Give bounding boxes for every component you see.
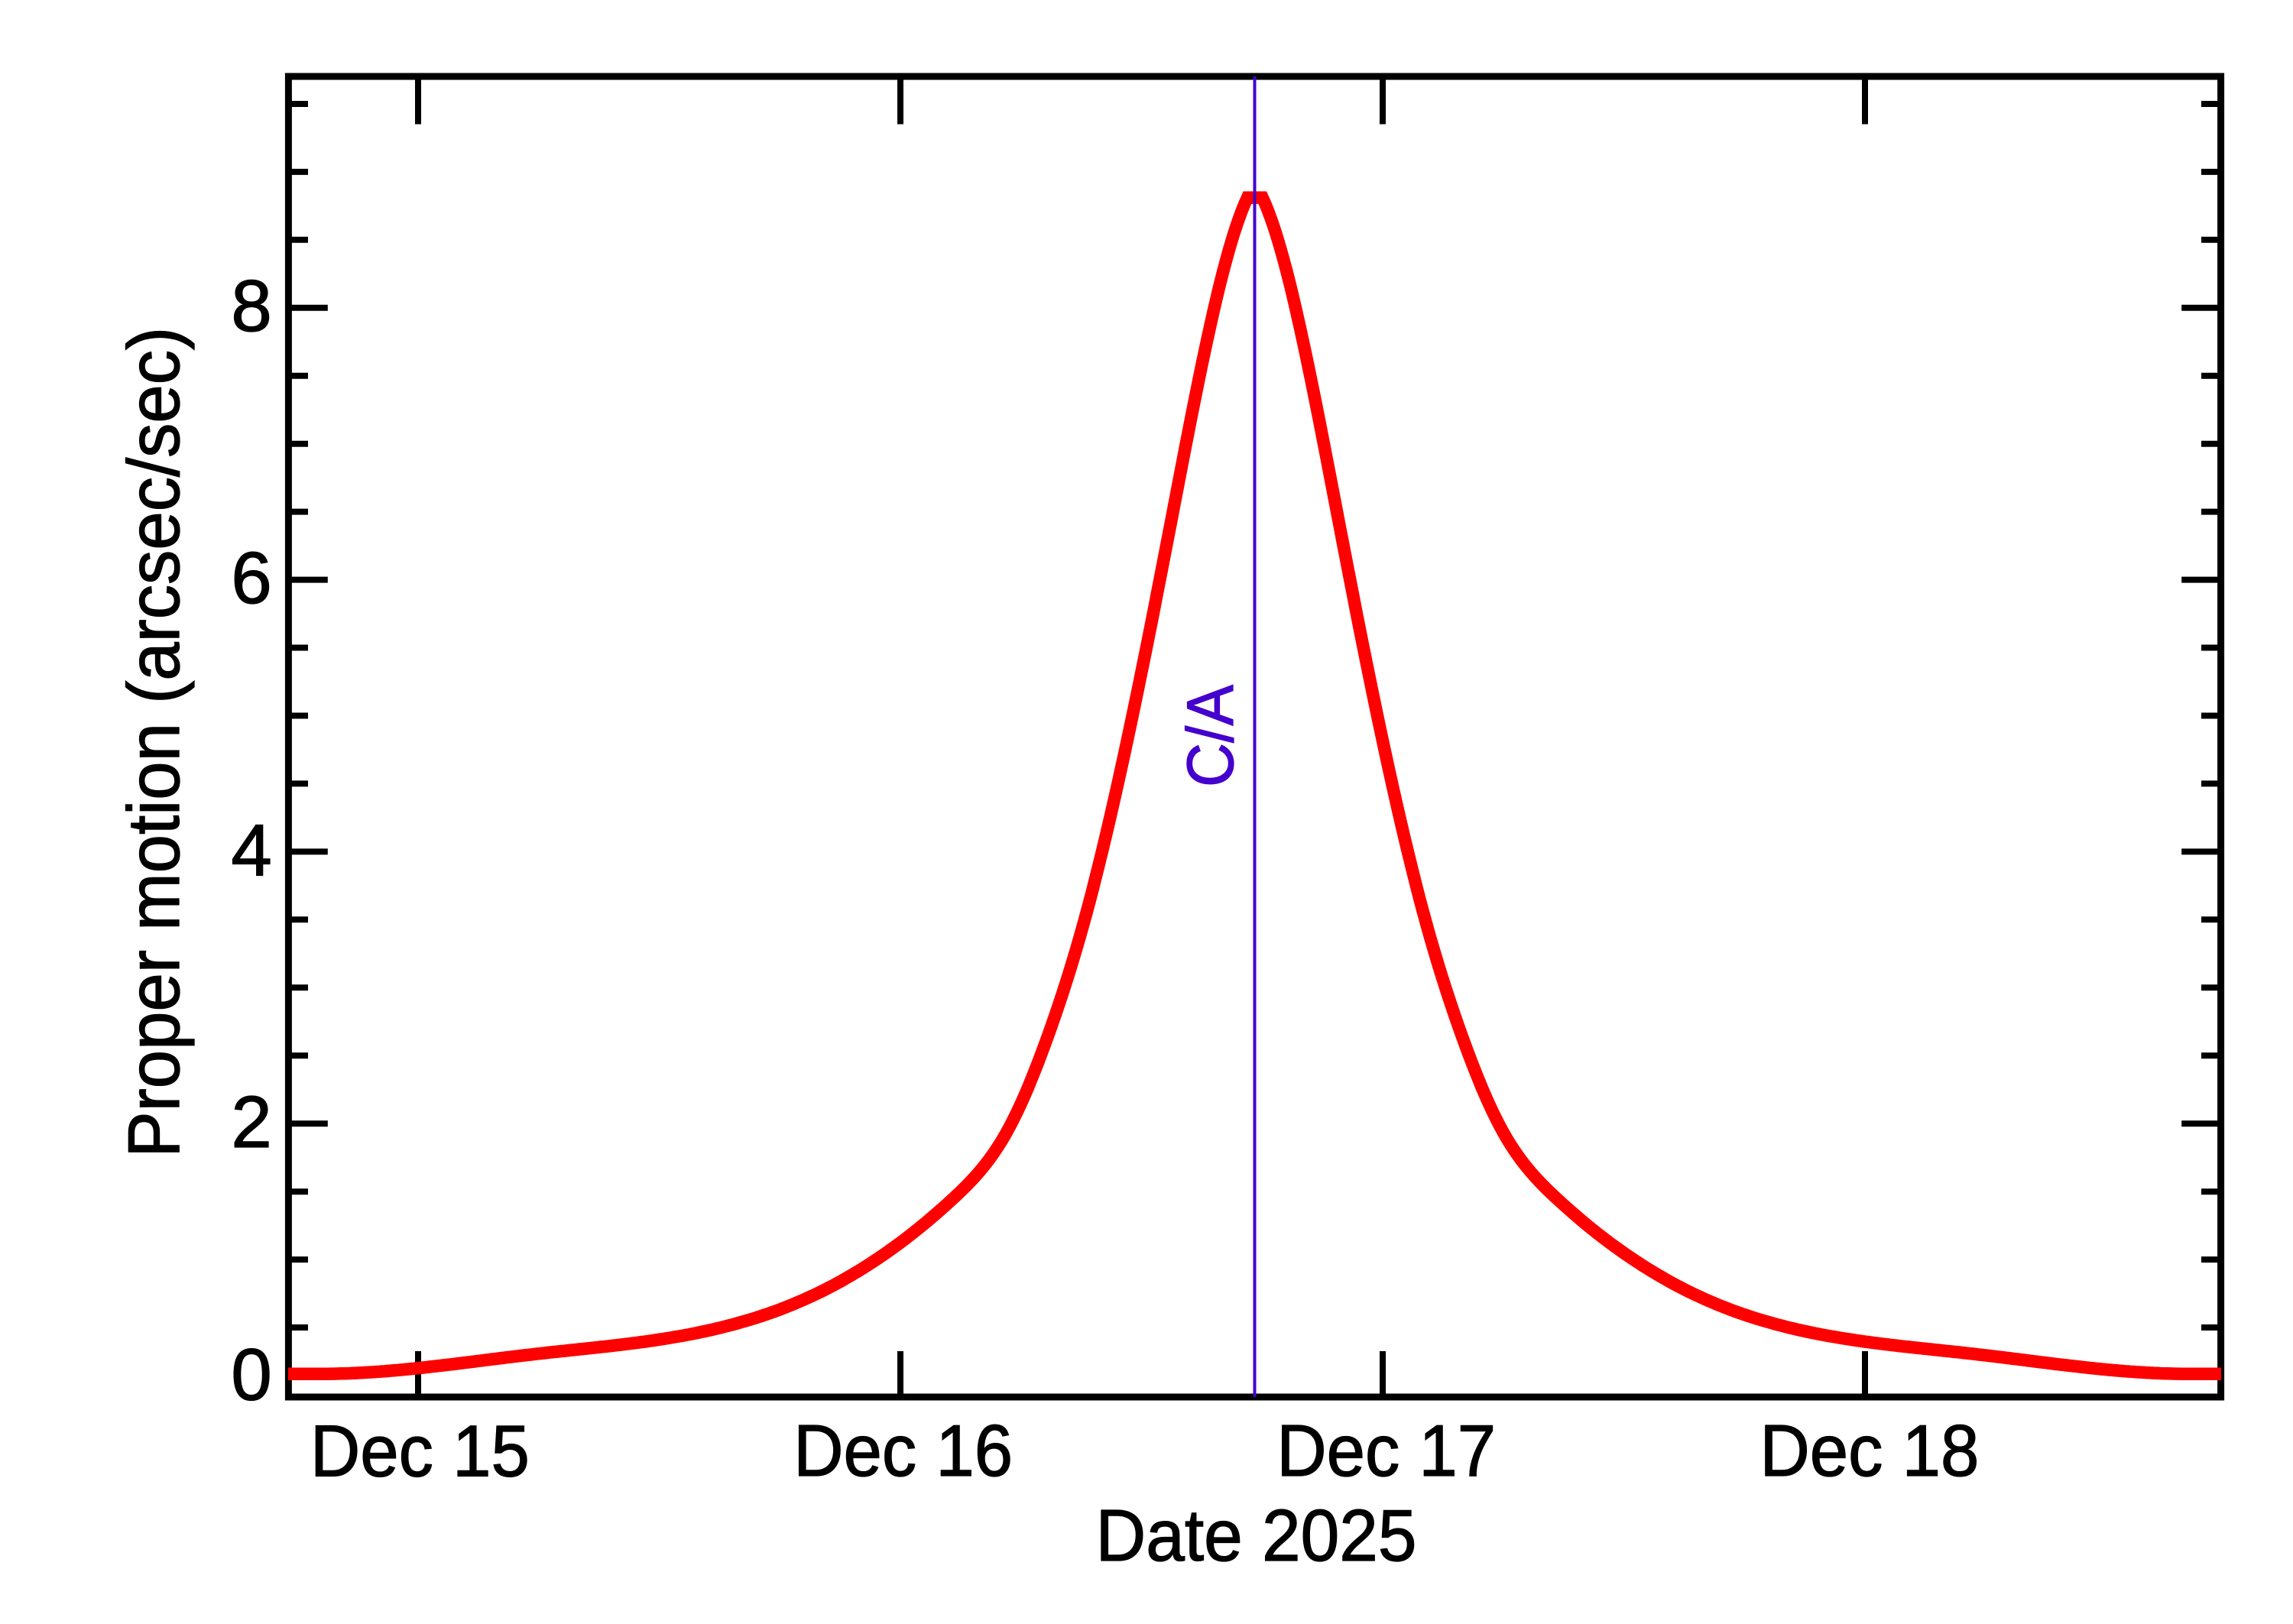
svg-text:Dec 18: Dec 18 — [1759, 1410, 1979, 1492]
svg-text:4: 4 — [231, 810, 271, 892]
svg-text:8: 8 — [231, 265, 271, 347]
svg-text:Dec 17: Dec 17 — [1276, 1410, 1496, 1492]
svg-text:C/A: C/A — [1174, 684, 1247, 787]
svg-text:0: 0 — [231, 1334, 271, 1416]
svg-text:2: 2 — [231, 1081, 271, 1163]
svg-text:6: 6 — [231, 537, 271, 619]
svg-text:Dec 15: Dec 15 — [310, 1410, 530, 1492]
svg-text:Dec 16: Dec 16 — [793, 1410, 1013, 1492]
svg-text:Date 2025: Date 2025 — [1096, 1495, 1417, 1577]
svg-text:Proper motion (arcsec/sec): Proper motion (arcsec/sec) — [113, 327, 195, 1158]
